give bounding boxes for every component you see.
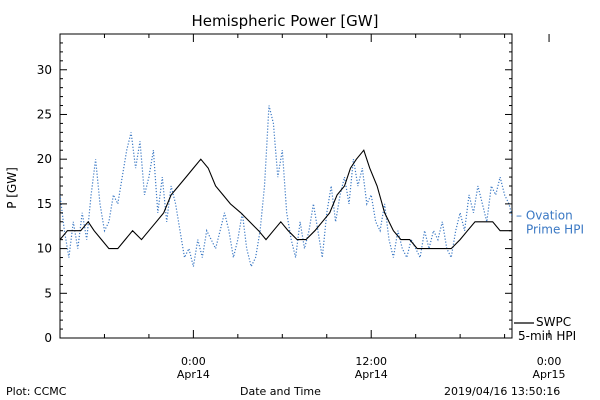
x-axis: 0:00Apr1412:00Apr140:00Apr1512:00Apr150:… — [59, 34, 566, 381]
x-tick-label: Apr14 — [177, 368, 210, 381]
series-line-ovation-prime — [60, 105, 512, 269]
plot-frame — [59, 33, 513, 339]
series-line-swpc — [60, 149, 512, 250]
y-tick-label: 10 — [37, 242, 52, 256]
chart-title: Hemispheric Power [GW] — [192, 12, 379, 30]
plot-timestamp: 2019/04/16 13:50:16 — [444, 385, 561, 398]
x-tick-label: 0:00 — [537, 355, 562, 368]
x-tick-label: 12:00 — [355, 355, 387, 368]
y-axis-label-text: P [GW] — [5, 167, 19, 209]
plot-credit: Plot: CCMC — [6, 385, 67, 398]
y-tick-label: 30 — [37, 63, 52, 77]
x-tick-label: Apr15 — [533, 368, 566, 381]
x-tick-label: Apr14 — [355, 368, 388, 381]
legend-ovation-label: Prime HPI — [526, 223, 584, 237]
y-tick-label: 5 — [44, 286, 52, 300]
y-tick-label: 20 — [37, 152, 52, 166]
y-axis-label: P [GW] — [5, 167, 19, 209]
x-tick-label: 0:00 — [181, 355, 206, 368]
legend-swpc-label: SWPC — [536, 315, 571, 329]
y-tick-label: 15 — [37, 197, 52, 211]
legend-ovation-label: – Ovation — [516, 209, 573, 223]
x-axis-label: Date and Time — [240, 385, 321, 398]
legend-swpc-label: 5-min HPI — [518, 329, 576, 343]
y-tick-label: 25 — [37, 107, 52, 121]
plot-area — [60, 105, 512, 269]
y-axis: 0 5 10 15 20 25 30 — [37, 42, 512, 345]
y-tick-label: 0 — [44, 331, 52, 345]
